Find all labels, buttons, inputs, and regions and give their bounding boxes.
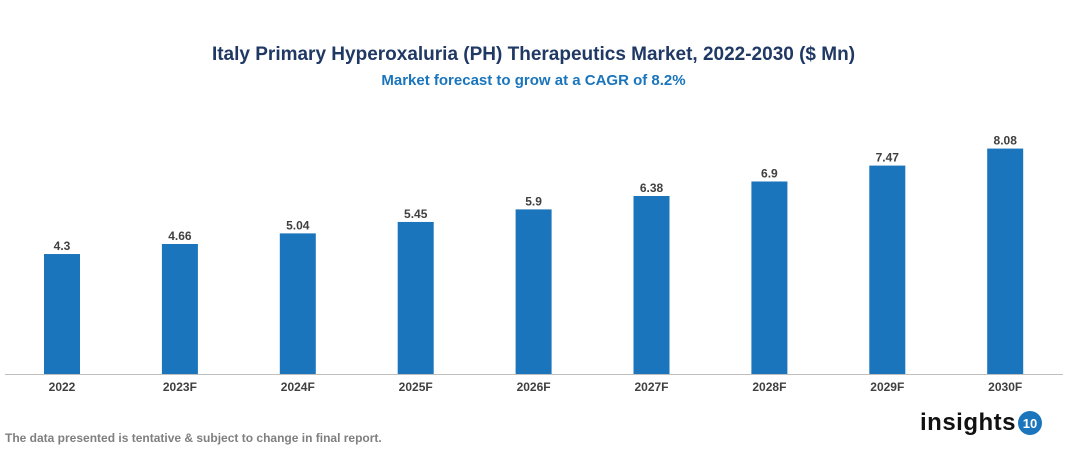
x-tick-label: 2026F [517,380,551,394]
data-label: 5.45 [404,207,428,221]
x-tick-label: 2029F [870,380,904,394]
data-label: 6.38 [640,181,664,195]
data-label: 5.9 [525,194,542,208]
x-tick-label: 2028F [752,380,786,394]
bar-2027F [633,195,670,374]
bar-2023F [161,243,198,374]
data-label: 7.47 [876,151,900,165]
bar-2022 [44,254,80,374]
x-tick-label: 2024F [281,380,315,394]
x-tick-label: 2025F [399,380,433,394]
data-label: 4.66 [168,229,192,243]
bar-2026F [515,209,552,374]
x-tick-label: 2030F [988,380,1022,394]
bar-2028F [751,181,788,374]
disclaimer-note: The data presented is tentative & subjec… [5,431,382,445]
data-label: 4.3 [54,239,71,253]
chart-title: Italy Primary Hyperoxaluria (PH) Therape… [211,44,856,65]
x-tick-label: 2023F [163,380,197,394]
logo-text: insights [920,409,1017,436]
data-label: 8.08 [994,134,1018,148]
x-tick-label: 2027F [634,380,668,394]
data-label: 5.04 [286,218,310,232]
insights10-logo: insights 10 [920,409,1043,437]
bar-2024F [279,233,316,374]
bar-2025F [397,221,434,374]
bar-2030F [987,148,1024,374]
data-label: 6.9 [761,166,778,180]
logo-badge: 10 [1018,411,1043,435]
x-tick-label: 2022 [49,380,76,394]
chart-subtitle: Market forecast to grow at a CAGR of 8.2… [381,72,686,89]
bar-2029F [869,165,906,374]
